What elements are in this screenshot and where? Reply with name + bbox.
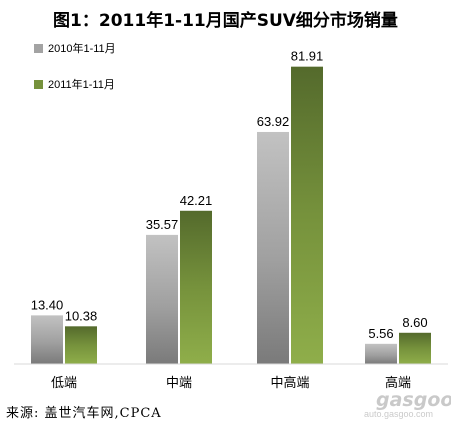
- watermark-logo: gasgoo: [376, 389, 451, 411]
- legend-label-2010: 2010年1-11月: [48, 43, 116, 55]
- value-label-2011-0: 10.38: [65, 308, 98, 323]
- value-label-2010-3: 5.56: [368, 326, 393, 341]
- category-label-1: 中端: [166, 376, 192, 391]
- watermark-url: auto.gasgoo.com: [364, 409, 434, 419]
- value-label-2010-0: 13.40: [31, 297, 64, 312]
- bar-2010-0: [31, 315, 63, 364]
- bar-2010-1: [146, 234, 178, 364]
- category-label-0: 低端: [51, 376, 77, 391]
- legend-label-2011: 2011年1-11月: [48, 79, 115, 91]
- legend-item-2010: 2010年1-11月: [34, 42, 116, 56]
- chart-title: 图1：2011年1-11月国产SUV细分市场销量: [53, 11, 398, 31]
- gasgoo-watermark: gasgoo auto.gasgoo.com: [362, 385, 451, 423]
- legend-item-2011: 2011年1-11月: [34, 78, 116, 92]
- bar-2010-2: [257, 131, 289, 364]
- bar-2011-3: [399, 332, 431, 364]
- legend-swatch-2010: [34, 44, 43, 53]
- legend: 2010年1-11月 2011年1-11月: [34, 42, 116, 114]
- value-label-2010-2: 63.92: [257, 114, 290, 129]
- value-label-2011-2: 81.91: [291, 49, 324, 64]
- value-label-2010-1: 35.57: [146, 217, 179, 232]
- category-label-3: 高端: [385, 375, 411, 391]
- source-note: 来源: 盖世汽车网,CPCA: [6, 406, 162, 421]
- bar-2010-3: [365, 343, 397, 364]
- value-label-2011-3: 8.60: [402, 315, 427, 330]
- bar-2011-1: [180, 210, 212, 364]
- legend-swatch-2011: [34, 80, 43, 89]
- bar-2011-0: [65, 326, 97, 364]
- category-label-2: 中高端: [270, 375, 309, 391]
- value-label-2011-1: 42.21: [180, 193, 213, 208]
- bar-2011-2: [291, 66, 323, 365]
